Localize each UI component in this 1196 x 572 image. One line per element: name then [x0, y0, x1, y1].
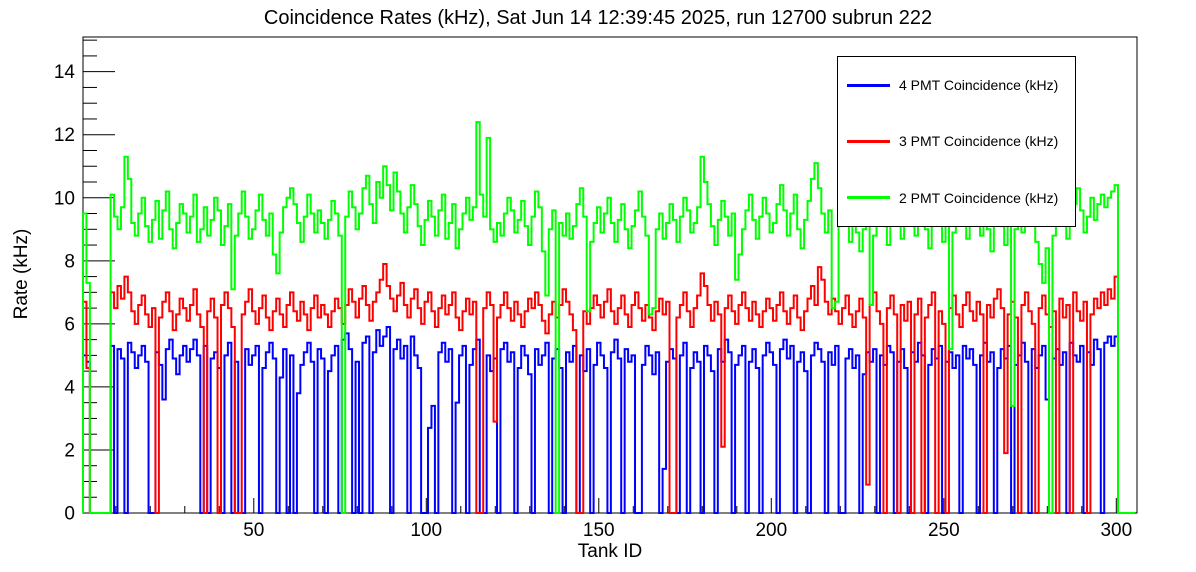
legend-entry-3pmt: 3 PMT Coincidence (kHz) — [838, 133, 1075, 149]
legend: 4 PMT Coincidence (kHz) 3 PMT Coincidenc… — [837, 56, 1076, 227]
y-tick-label: 14 — [54, 62, 76, 83]
x-tick-label: 250 — [928, 520, 960, 541]
y-axis-title: Rate (kHz) — [11, 228, 32, 320]
x-tick-label: 300 — [1100, 520, 1132, 541]
x-tick-label: 100 — [410, 520, 442, 541]
x-tick-label: 50 — [243, 520, 264, 541]
y-tick-label: 6 — [64, 314, 75, 335]
legend-line-3pmt-swatch — [847, 139, 890, 143]
y-tick-label: 0 — [64, 504, 75, 525]
series-line-3pmt — [82, 262, 1136, 514]
y-tick-label: 8 — [64, 251, 75, 272]
legend-label-3pmt: 3 PMT Coincidence (kHz) — [899, 133, 1059, 150]
x-axis-title: Tank ID — [577, 541, 643, 562]
legend-entry-4pmt: 4 PMT Coincidence (kHz) — [838, 77, 1075, 93]
legend-line-4pmt-swatch — [847, 83, 890, 87]
series-line-4pmt — [82, 326, 1136, 514]
y-tick-label: 4 — [64, 377, 75, 398]
legend-line-2pmt-swatch — [847, 196, 890, 200]
y-tick-label: 10 — [54, 188, 75, 209]
y-tick-label: 12 — [54, 125, 75, 146]
x-tick-label: 200 — [755, 520, 787, 541]
y-tick-label: 2 — [64, 440, 75, 461]
legend-label-2pmt: 2 PMT Coincidence (kHz) — [899, 189, 1059, 206]
legend-label-4pmt: 4 PMT Coincidence (kHz) — [899, 77, 1059, 94]
plot-title: Coincidence Rates (kHz), Sat Jun 14 12:3… — [263, 7, 933, 29]
series-line-2pmt — [82, 121, 1136, 514]
x-tick-label: 150 — [583, 520, 615, 541]
legend-entry-2pmt: 2 PMT Coincidence (kHz) — [838, 190, 1075, 206]
